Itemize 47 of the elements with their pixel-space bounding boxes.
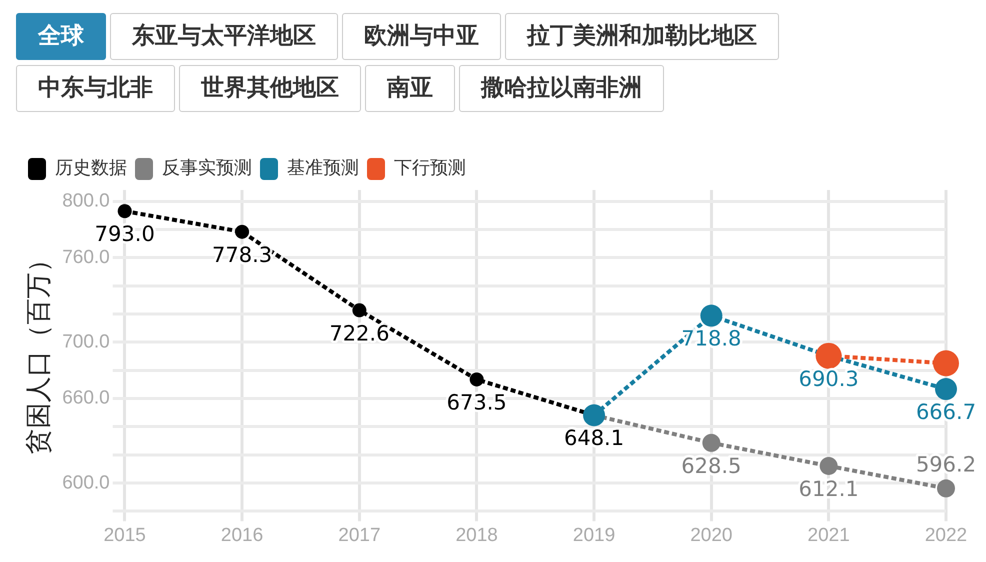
data-label: 596.2 — [916, 452, 976, 476]
point — [352, 303, 366, 318]
point — [235, 224, 250, 239]
text: 东亚与太平洋地区 — [110, 13, 338, 60]
x-tick-label: 2020 — [690, 524, 732, 546]
text: 欧洲与中亚 — [342, 13, 501, 60]
legend-label: 基准预测 — [287, 158, 359, 179]
y-tick-label: 660.0 — [62, 388, 110, 409]
point — [700, 304, 722, 327]
text: 拉丁美洲和加勒比地区 — [505, 13, 779, 60]
data-label: 793.0 — [94, 222, 155, 246]
text: 南亚 — [365, 65, 455, 112]
y-tick-label: 600.0 — [62, 472, 110, 494]
text: 中东与北非 — [16, 65, 175, 112]
text: 全球 — [16, 13, 106, 60]
data-label: 612.1 — [798, 476, 859, 501]
x-tick-label: 2017 — [338, 524, 381, 546]
text: 世界其他地区 — [179, 65, 361, 112]
x-tick-label: 2015 — [104, 524, 146, 546]
point — [937, 479, 955, 498]
legend-label: 下行预测 — [394, 158, 466, 179]
text: 撒哈拉以南非洲 — [459, 65, 664, 112]
data-label: 628.5 — [681, 454, 742, 478]
data-label: 673.5 — [446, 390, 507, 414]
x-tick-label: 2016 — [220, 524, 264, 546]
x-tick-label: 2022 — [924, 524, 968, 546]
y-tick-label: 700.0 — [62, 331, 110, 352]
data-label: 722.6 — [329, 321, 390, 346]
point — [820, 456, 838, 475]
point — [702, 434, 720, 452]
y-tick-label: 800.0 — [62, 190, 110, 212]
data-label: 778.3 — [212, 242, 272, 267]
data-label: 690.3 — [798, 366, 859, 391]
x-tick-label: 2019 — [572, 524, 616, 546]
x-tick-label: 2021 — [808, 524, 850, 546]
y-tick-label: 760.0 — [62, 246, 110, 268]
point — [470, 372, 484, 386]
y-axis-title: 贫困人口（百万） — [22, 246, 53, 455]
data-label: 648.1 — [564, 426, 624, 450]
point — [933, 350, 959, 376]
data-label: 718.8 — [681, 326, 742, 351]
point — [118, 204, 132, 218]
x-tick-label: 2018 — [456, 524, 498, 546]
legend-label: 反事实预测 — [162, 158, 252, 179]
data-label: 666.7 — [916, 400, 976, 424]
legend-label: 历史数据 — [55, 158, 127, 179]
point — [935, 378, 957, 400]
